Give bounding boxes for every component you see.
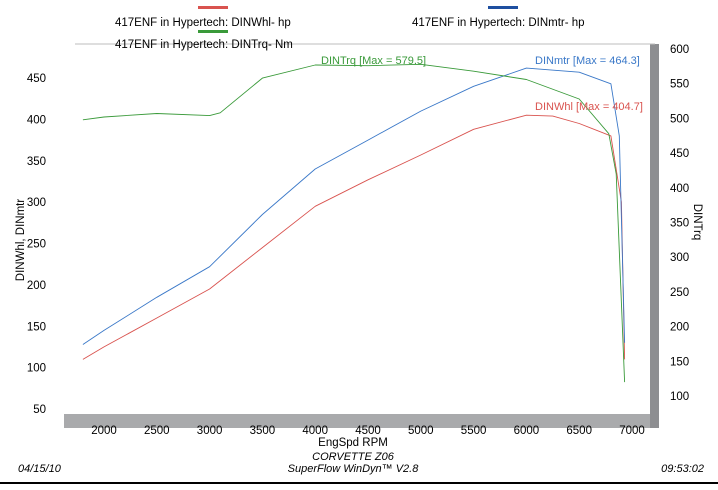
x-tick-2500: 2500 (144, 425, 170, 437)
legend-swatch-dinwhl (198, 6, 228, 9)
plot-frame-right (650, 44, 659, 428)
y-left-tick-100: 100 (27, 363, 46, 375)
x-tick-6500: 6500 (566, 425, 592, 437)
y-right-axis-label: DINTrq (691, 204, 703, 241)
y-right-tick-100: 100 (670, 391, 689, 403)
series-lines (82, 63, 626, 383)
legend-label-dintrq: 417ENF in Hypertech: DINTrq- Nm (115, 39, 293, 51)
y-left-tick-300: 300 (27, 197, 46, 209)
x-axis-label: EngSpd RPM (318, 437, 388, 449)
series-line-dintrq (82, 63, 626, 383)
x-tick-2000: 2000 (91, 425, 117, 437)
y-left-axis-label: DINWhl, DINmtr (15, 199, 27, 282)
annotation-dinwhl: DINWhl [Max = 404.7] (535, 101, 643, 113)
series-line-dinmtr (82, 67, 626, 345)
plot-frame-bottom (64, 414, 656, 428)
x-tick-7000: 7000 (619, 425, 645, 437)
legend-label-dinmtr: 417ENF in Hypertech: DINmtr- hp (412, 17, 585, 29)
y-left-tick-labels: 50 100 150 200 250 300 350 400 450 (27, 73, 46, 416)
series-line-dinwhl (82, 114, 626, 360)
y-left-tick-400: 400 (27, 114, 46, 126)
legend-swatch-dintrq (198, 30, 228, 33)
x-tick-5000: 5000 (408, 425, 434, 437)
footer-time: 09:53:02 (661, 463, 704, 475)
x-tick-3500: 3500 (250, 425, 276, 437)
legend-swatch-dinmtr (488, 6, 518, 9)
y-left-tick-450: 450 (27, 73, 46, 85)
x-tick-4000: 4000 (302, 425, 328, 437)
y-right-tick-400: 400 (670, 183, 689, 195)
x-tick-3000: 3000 (197, 425, 223, 437)
x-tick-labels: 2000 2500 3000 3500 4000 4500 5000 5500 6000 6500… (91, 425, 645, 437)
series-annotations: DINWhl [Max = 404.7] DINmtr [Max = 464.3]… (321, 55, 643, 113)
y-left-tick-150: 150 (27, 321, 46, 333)
y-right-tick-150: 150 (670, 356, 689, 368)
x-tick-6000: 6000 (514, 425, 540, 437)
y-right-tick-450: 450 (670, 148, 689, 160)
y-right-tick-350: 350 (670, 218, 689, 230)
y-right-tick-500: 500 (670, 113, 689, 125)
y-right-tick-550: 550 (670, 79, 689, 91)
y-left-tick-350: 350 (27, 156, 46, 168)
legend-label-dinwhl: 417ENF in Hypertech: DINWhl- hp (115, 17, 291, 29)
y-left-tick-200: 200 (27, 280, 46, 292)
y-right-tick-600: 600 (670, 44, 689, 56)
legend: 417ENF in Hypertech: DINWhl- hp 417ENF i… (115, 6, 585, 51)
footer-rule (0, 482, 718, 484)
y-left-tick-250: 250 (27, 239, 46, 251)
y-right-tick-300: 300 (670, 252, 689, 264)
y-right-tick-250: 250 (670, 287, 689, 299)
y-right-tick-200: 200 (670, 322, 689, 334)
annotation-dinmtr: DINmtr [Max = 464.3] (535, 55, 640, 67)
annotation-dintrq: DINTrq [Max = 579.5] (321, 55, 426, 67)
y-right-tick-labels: 100 150 200 250 300 350 400 450 500 550 600 (670, 44, 689, 403)
y-left-tick-50: 50 (33, 404, 46, 416)
x-tick-4500: 4500 (355, 425, 381, 437)
footer-date: 04/15/10 (18, 463, 62, 475)
x-tick-5500: 5500 (461, 425, 487, 437)
footer-car: CORVETTE Z06 (312, 451, 395, 463)
footer-software: SuperFlow WinDyn™ V2.8 (288, 463, 420, 475)
